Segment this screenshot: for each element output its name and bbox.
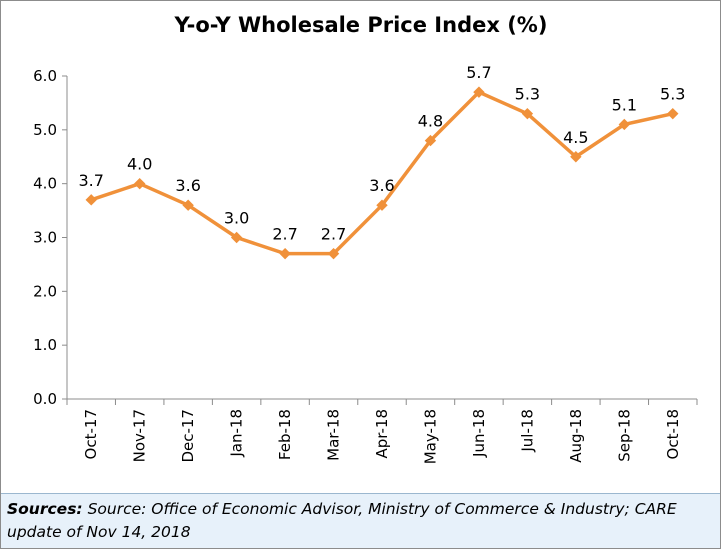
x-tick-label: Apr-18 <box>373 409 391 459</box>
data-label: 4.0 <box>127 155 152 174</box>
line-chart: Y-o-Y Wholesale Price Index (%) 0.0 1.0 2.… <box>33 13 698 464</box>
data-point <box>279 247 291 260</box>
source-text: Source: Office of Economic Advisor, Mini… <box>7 500 677 541</box>
data-label: 3.6 <box>369 176 394 195</box>
y-tick-label: 4.0 <box>33 175 57 193</box>
x-tick-label: Mar-18 <box>325 409 343 461</box>
data-point <box>521 107 534 120</box>
data-labels: 3.7 4.0 3.6 3.0 2.7 2.7 3.6 4.8 5.7 5.3 4.5 5.1 5.3 <box>79 63 686 244</box>
x-tick-label: Oct-17 <box>82 409 100 459</box>
x-tick-label: Sep-18 <box>615 409 633 462</box>
data-point <box>182 199 194 211</box>
data-label: 5.1 <box>612 95 637 114</box>
data-label: 2.7 <box>321 225 346 244</box>
y-axis-ticks: 0.0 1.0 2.0 3.0 4.0 5.0 6.0 <box>33 67 67 408</box>
x-tick-label: Feb-18 <box>276 409 294 460</box>
y-tick-label: 2.0 <box>33 282 57 300</box>
x-tick-label: Oct-18 <box>664 409 682 459</box>
data-label: 3.6 <box>175 176 200 195</box>
data-point <box>667 107 679 120</box>
x-tick-label: May-18 <box>421 409 439 464</box>
y-tick-label: 3.0 <box>33 229 57 247</box>
data-label: 2.7 <box>272 225 297 244</box>
y-tick-label: 6.0 <box>33 67 57 85</box>
data-label: 5.7 <box>466 63 491 82</box>
chart-title: Y-o-Y Wholesale Price Index (%) <box>174 13 548 37</box>
source-label: Sources: <box>7 500 83 518</box>
data-point <box>230 231 243 244</box>
data-label: 4.5 <box>563 128 588 147</box>
data-label: 3.0 <box>224 209 249 228</box>
series-line <box>89 90 675 256</box>
data-point <box>473 86 485 98</box>
data-point <box>618 118 631 131</box>
data-point <box>327 247 340 260</box>
x-tick-label: Jul-18 <box>518 409 536 453</box>
x-tick-label: Jun-18 <box>470 409 488 458</box>
x-tick-label: Dec-17 <box>179 409 197 463</box>
data-point <box>376 199 388 211</box>
x-tick-label: Nov-17 <box>131 409 149 462</box>
x-tick-label: Aug-18 <box>567 409 585 463</box>
x-axis-ticks: Oct-17 Nov-17 Dec-17 Jan-18 Feb-18 Mar-18 Apr-… <box>66 399 698 464</box>
source-note: Sources: Source: Office of Economic Advi… <box>1 493 720 548</box>
data-point <box>85 194 97 206</box>
data-label: 5.3 <box>515 85 540 104</box>
axes <box>66 76 697 400</box>
data-label: 5.3 <box>660 85 685 104</box>
data-point <box>570 151 582 163</box>
y-tick-label: 5.0 <box>33 121 57 139</box>
data-label: 4.8 <box>418 112 443 131</box>
data-point <box>424 134 437 147</box>
y-tick-label: 0.0 <box>33 390 57 408</box>
series <box>85 86 679 260</box>
y-tick-label: 1.0 <box>33 336 57 354</box>
x-tick-label: Jan-18 <box>228 409 246 458</box>
data-point <box>133 177 146 190</box>
data-label: 3.7 <box>79 171 104 190</box>
